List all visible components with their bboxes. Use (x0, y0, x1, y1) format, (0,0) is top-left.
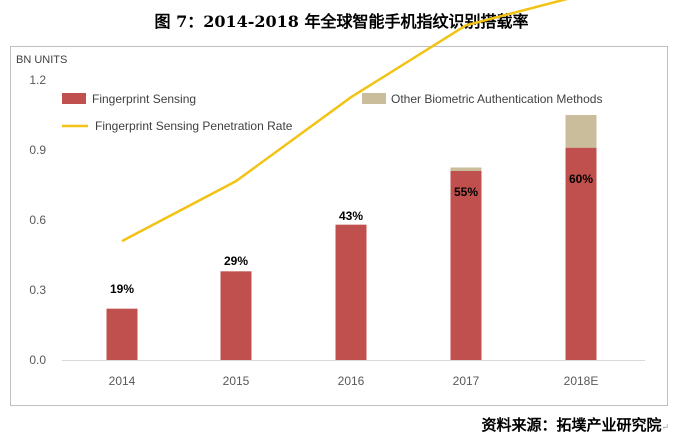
source-note: 资料来源：拓墣产业研究院↵ (481, 414, 669, 435)
legend-label-fingerprint: Fingerprint Sensing (92, 92, 196, 106)
y-tick-label: 0.6 (29, 213, 46, 227)
bar-other-biometric (565, 115, 597, 148)
x-tick-label: 2017 (453, 374, 480, 388)
data-label-rate: 19% (110, 282, 134, 296)
figure-title: 图 7：2014-2018 年全球智能手机指纹识别搭载率 (154, 12, 529, 31)
y-tick-label: 1.2 (29, 73, 46, 87)
x-tick-label: 2018E (564, 374, 599, 388)
x-tick-label: 2015 (223, 374, 250, 388)
bar-fingerprint-sensing (565, 147, 597, 360)
legend-swatch-fingerprint (62, 93, 86, 104)
bar-fingerprint-sensing (106, 308, 138, 360)
x-tick-label: 2014 (109, 374, 136, 388)
chart-frame (10, 46, 668, 406)
y-tick-label: 0.0 (29, 353, 46, 367)
source-text: 资料来源：拓墣产业研究院 (481, 416, 662, 434)
legend-swatch-other (362, 93, 386, 104)
data-label-rate: 43% (339, 209, 363, 223)
legend-label-rate: Fingerprint Sensing Penetration Rate (95, 119, 293, 133)
x-tick-label: 2016 (338, 374, 365, 388)
bar-other-biometric (450, 167, 482, 171)
data-label-rate: 60% (569, 172, 593, 186)
y-tick-label: 0.9 (29, 143, 46, 157)
y-axis-label: BN UNITS (16, 54, 67, 66)
bar-fingerprint-sensing (450, 171, 482, 360)
data-label-rate: 29% (224, 254, 248, 268)
data-label-rate: 55% (454, 185, 478, 199)
y-tick-label: 0.3 (29, 283, 46, 297)
legend-label-other: Other Biometric Authentication Methods (391, 92, 602, 106)
bar-fingerprint-sensing (335, 224, 367, 360)
paragraph-mark-icon: ↵ (661, 423, 669, 433)
bar-fingerprint-sensing (220, 271, 252, 360)
line-penetration-rate (121, 0, 568, 243)
